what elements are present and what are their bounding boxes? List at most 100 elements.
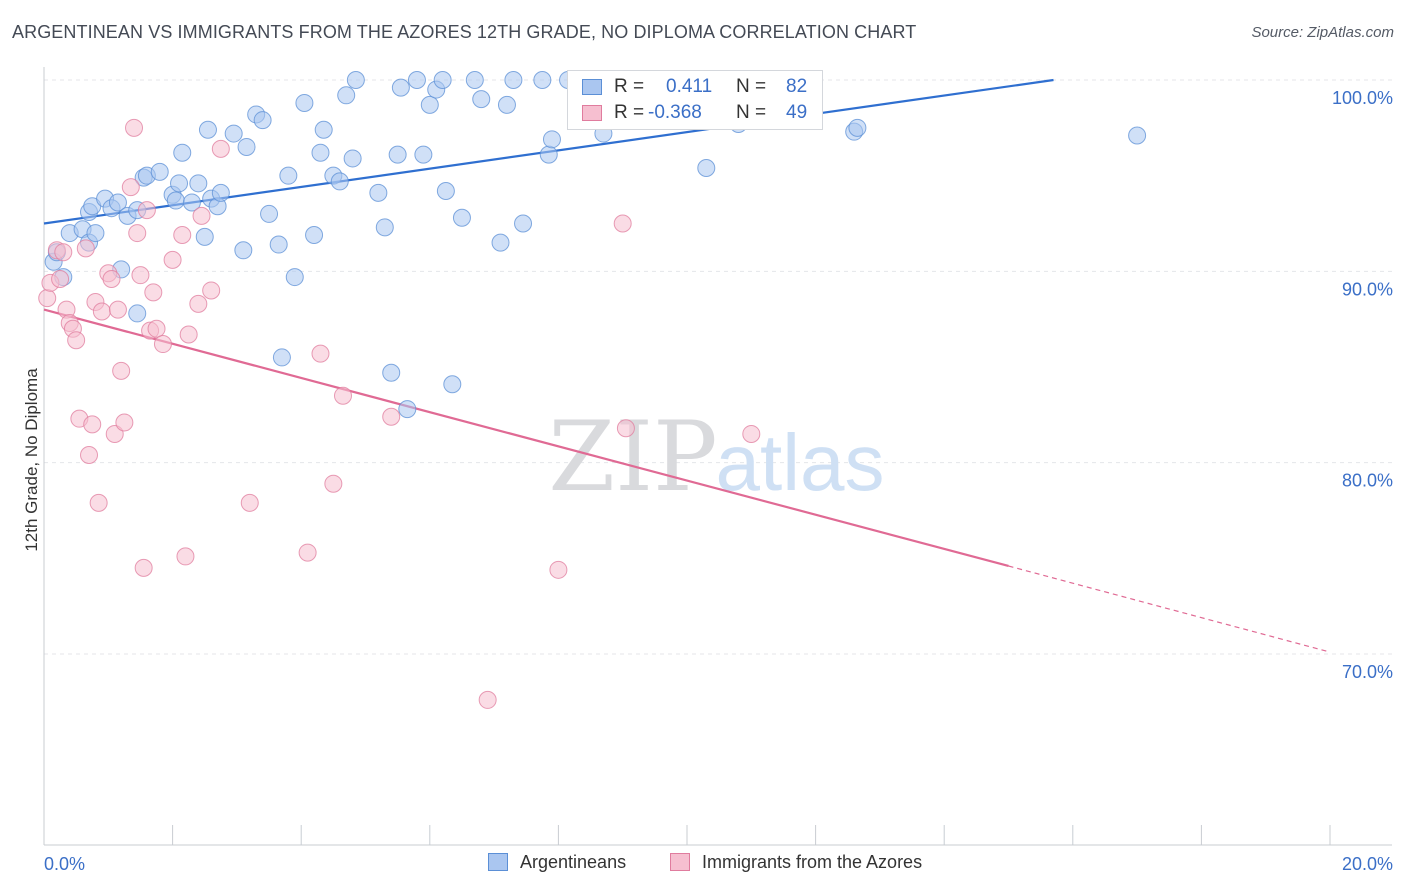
data-point-argentineans <box>166 191 185 210</box>
data-points <box>38 71 1147 709</box>
r-value: 0.411 <box>666 76 713 97</box>
data-point-azores <box>38 289 57 308</box>
data-point-azores <box>76 239 95 258</box>
data-point-argentineans <box>1128 126 1147 145</box>
data-point-argentineans <box>391 78 410 97</box>
data-point-azores <box>549 560 568 579</box>
legend-label: Immigrants from the Azores <box>702 852 923 872</box>
data-point-argentineans <box>369 183 388 202</box>
data-point-azores <box>616 419 635 438</box>
data-point-argentineans <box>848 118 867 137</box>
data-point-argentineans <box>514 214 533 233</box>
data-point-azores <box>324 474 343 493</box>
data-point-azores <box>189 294 208 313</box>
data-point-azores <box>163 250 182 269</box>
trend-lines <box>43 78 1331 653</box>
tick-labels: 100.0% 90.0% 80.0% 70.0% 0.0% 20.0% <box>44 88 1393 874</box>
r-value: -0.368 <box>648 102 702 123</box>
data-point-azores <box>112 361 131 380</box>
data-point-argentineans <box>108 193 127 212</box>
data-point-argentineans <box>436 181 455 200</box>
data-point-azores <box>144 283 163 302</box>
data-point-argentineans <box>472 90 491 109</box>
data-point-argentineans <box>346 71 365 89</box>
data-point-azores <box>83 415 102 434</box>
data-point-azores <box>240 493 259 512</box>
data-point-argentineans <box>452 208 471 227</box>
data-point-argentineans <box>504 71 523 89</box>
data-point-argentineans <box>272 348 291 367</box>
data-point-azores <box>478 690 497 709</box>
x-tick-label: 0.0% <box>44 854 85 874</box>
data-point-argentineans <box>330 172 349 191</box>
data-point-azores <box>173 225 192 244</box>
data-point-argentineans <box>295 93 314 112</box>
data-point-argentineans <box>224 124 243 143</box>
data-point-argentineans <box>86 224 105 243</box>
data-point-azores <box>105 424 124 443</box>
data-point-azores <box>121 178 140 197</box>
data-point-azores <box>176 547 195 566</box>
n-value: 49 <box>786 102 808 123</box>
data-point-argentineans <box>697 159 716 178</box>
r-label: R = <box>614 102 645 123</box>
data-point-azores <box>192 206 211 225</box>
trend-line-extension-1 <box>1008 565 1331 653</box>
data-point-azores <box>67 331 86 350</box>
correlation-legend: R = 0.411 N = 82 R = -0.368 N = 49 <box>567 70 823 130</box>
data-point-azores <box>128 224 147 243</box>
watermark-zip: ZIP <box>548 401 717 513</box>
data-point-argentineans <box>491 233 510 252</box>
data-point-azores <box>613 214 632 233</box>
data-point-argentineans <box>539 145 558 164</box>
data-point-argentineans <box>195 227 214 246</box>
data-point-argentineans <box>189 174 208 193</box>
data-point-azores <box>80 446 99 465</box>
data-point-argentineans <box>398 400 417 419</box>
data-point-argentineans <box>173 143 192 162</box>
data-point-argentineans <box>343 149 362 168</box>
axes <box>43 67 1392 846</box>
data-point-azores <box>179 325 198 344</box>
data-point-azores <box>51 269 70 288</box>
data-point-argentineans <box>260 204 279 223</box>
data-point-argentineans <box>285 268 304 287</box>
n-value: 82 <box>786 76 808 97</box>
data-point-argentineans <box>414 145 433 164</box>
y-tick-label: 70.0% <box>1342 662 1393 682</box>
data-point-argentineans <box>420 95 439 114</box>
data-point-azores <box>153 335 172 354</box>
data-point-azores <box>333 386 352 405</box>
data-point-argentineans <box>314 120 333 139</box>
legend-item-azores: Immigrants from the Azores <box>670 852 922 873</box>
data-point-argentineans <box>375 218 394 237</box>
data-point-azores <box>92 302 111 321</box>
data-point-argentineans <box>234 241 253 260</box>
data-point-azores <box>137 201 156 220</box>
data-point-azores <box>742 424 761 443</box>
y-tick-label: 90.0% <box>1342 279 1393 299</box>
data-point-argentineans <box>407 71 426 89</box>
y-tick-label: 80.0% <box>1342 471 1393 491</box>
legend-swatch-blue <box>582 79 602 95</box>
data-point-argentineans <box>211 183 230 202</box>
data-point-argentineans <box>198 120 217 139</box>
data-point-azores <box>298 543 317 562</box>
data-point-azores <box>89 493 108 512</box>
data-point-argentineans <box>311 143 330 162</box>
legend-swatch-pink <box>582 105 602 121</box>
gridlines <box>44 79 1392 655</box>
data-point-azores <box>131 266 150 285</box>
data-point-azores <box>108 300 127 319</box>
data-point-azores <box>202 281 221 300</box>
data-point-argentineans <box>269 235 288 254</box>
legend-label: Argentineans <box>520 852 627 872</box>
data-point-argentineans <box>170 174 189 193</box>
data-point-argentineans <box>433 71 452 89</box>
data-point-azores <box>102 269 121 288</box>
data-point-argentineans <box>388 145 407 164</box>
data-point-argentineans <box>237 137 256 156</box>
legend-item-argentineans: Argentineans <box>488 852 626 873</box>
